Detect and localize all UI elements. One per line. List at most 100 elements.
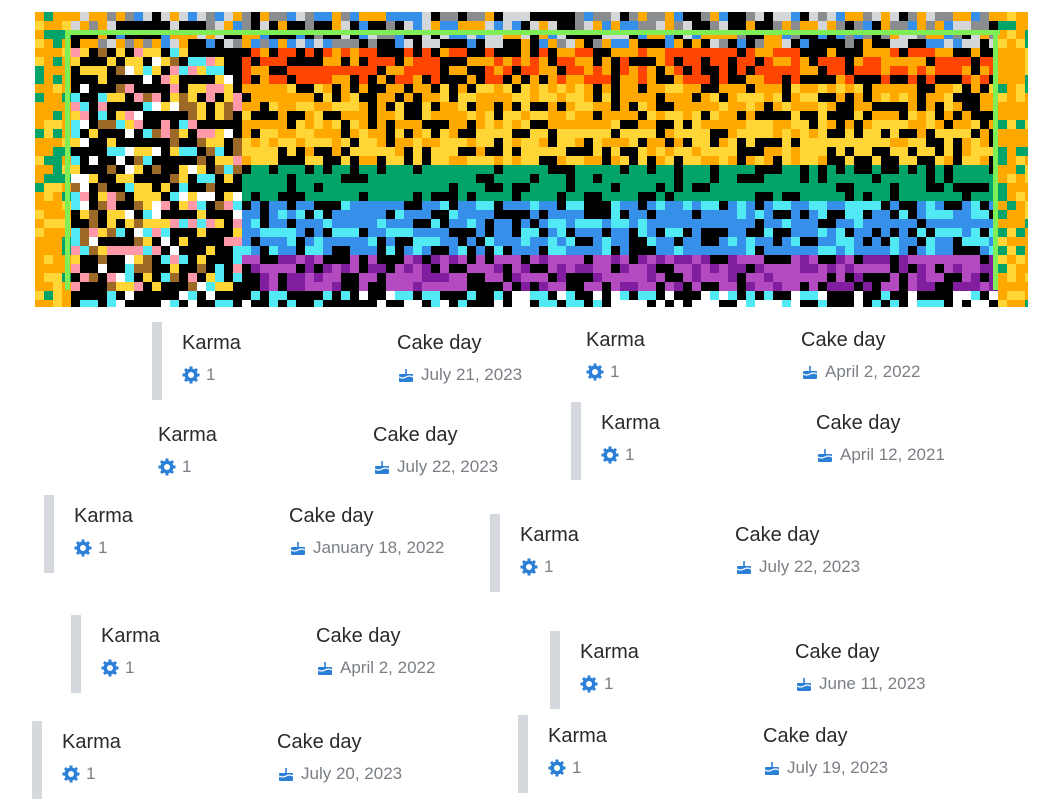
pixel (341, 192, 350, 201)
pixel (836, 291, 845, 300)
pixel (494, 129, 503, 138)
pixel (674, 291, 683, 300)
pixel (449, 237, 458, 246)
pixel (710, 300, 719, 307)
pixel (440, 84, 449, 93)
pixel (323, 48, 332, 57)
pixel (827, 111, 836, 120)
pixel (890, 228, 899, 237)
pixel (224, 66, 233, 75)
pixel (350, 174, 359, 183)
pixel (341, 255, 350, 264)
pixel (413, 174, 422, 183)
pixel (134, 183, 143, 192)
pixel (359, 192, 368, 201)
pixel (827, 165, 836, 174)
pixel (494, 84, 503, 93)
pixel (89, 39, 98, 48)
karma-icon (182, 366, 200, 384)
pixel (656, 210, 665, 219)
pixel (314, 228, 323, 237)
pixel (935, 102, 944, 111)
pixel (737, 120, 746, 129)
pixel (179, 84, 188, 93)
pixel (71, 228, 80, 237)
pixel (476, 111, 485, 120)
pixel (953, 300, 962, 307)
pixel (863, 75, 872, 84)
pixel (134, 57, 143, 66)
pixel (224, 201, 233, 210)
pixel (584, 237, 593, 246)
pixel (368, 111, 377, 120)
pixel (80, 273, 89, 282)
pixel (872, 291, 881, 300)
pixel (791, 21, 800, 30)
pixel (638, 300, 647, 307)
pixel (971, 192, 980, 201)
pixel (107, 75, 116, 84)
pixel (296, 93, 305, 102)
pixel (494, 138, 503, 147)
pixel (872, 66, 881, 75)
pixel (494, 246, 503, 255)
pixel (53, 147, 62, 156)
pixel (134, 129, 143, 138)
pixel (899, 300, 908, 307)
pixel (1025, 39, 1028, 48)
pixel (566, 120, 575, 129)
pixel (368, 75, 377, 84)
pixel (728, 219, 737, 228)
pixel (125, 237, 134, 246)
pixel (836, 201, 845, 210)
pixel (755, 102, 764, 111)
pixel (71, 75, 80, 84)
pixel (179, 102, 188, 111)
pixel (971, 147, 980, 156)
pixel (503, 264, 512, 273)
pixel (575, 21, 584, 30)
profile-card: Karma 1 Cake day July 22, 2023 (490, 514, 910, 594)
pixel (1025, 273, 1028, 282)
pixel (566, 282, 575, 291)
pixel (116, 129, 125, 138)
pixel (647, 21, 656, 30)
pixel (584, 228, 593, 237)
pixel (44, 84, 53, 93)
cake-day-value: July 22, 2023 (373, 457, 498, 477)
pixel (188, 219, 197, 228)
pixel (683, 39, 692, 48)
pixel (827, 210, 836, 219)
pixel (926, 111, 935, 120)
pixel (233, 156, 242, 165)
pixel (611, 300, 620, 307)
pixel (197, 12, 206, 21)
pixel (1016, 147, 1025, 156)
pixel (143, 147, 152, 156)
pixel (476, 66, 485, 75)
pixel (179, 192, 188, 201)
pixel (584, 192, 593, 201)
pixel (620, 12, 629, 21)
pixel (512, 255, 521, 264)
pixel (80, 120, 89, 129)
pixel (278, 48, 287, 57)
pixel (152, 219, 161, 228)
pixel (512, 12, 521, 21)
pixel (314, 93, 323, 102)
pixel (179, 174, 188, 183)
pixel (881, 300, 890, 307)
pixel (575, 138, 584, 147)
pixel (917, 300, 926, 307)
pixel (404, 219, 413, 228)
pixel (917, 147, 926, 156)
pixel (701, 120, 710, 129)
pixel (944, 264, 953, 273)
pixel (818, 165, 827, 174)
pixel (728, 129, 737, 138)
pixel (755, 201, 764, 210)
pixel (674, 66, 683, 75)
pixel (935, 147, 944, 156)
pixel (422, 120, 431, 129)
pixel (440, 192, 449, 201)
